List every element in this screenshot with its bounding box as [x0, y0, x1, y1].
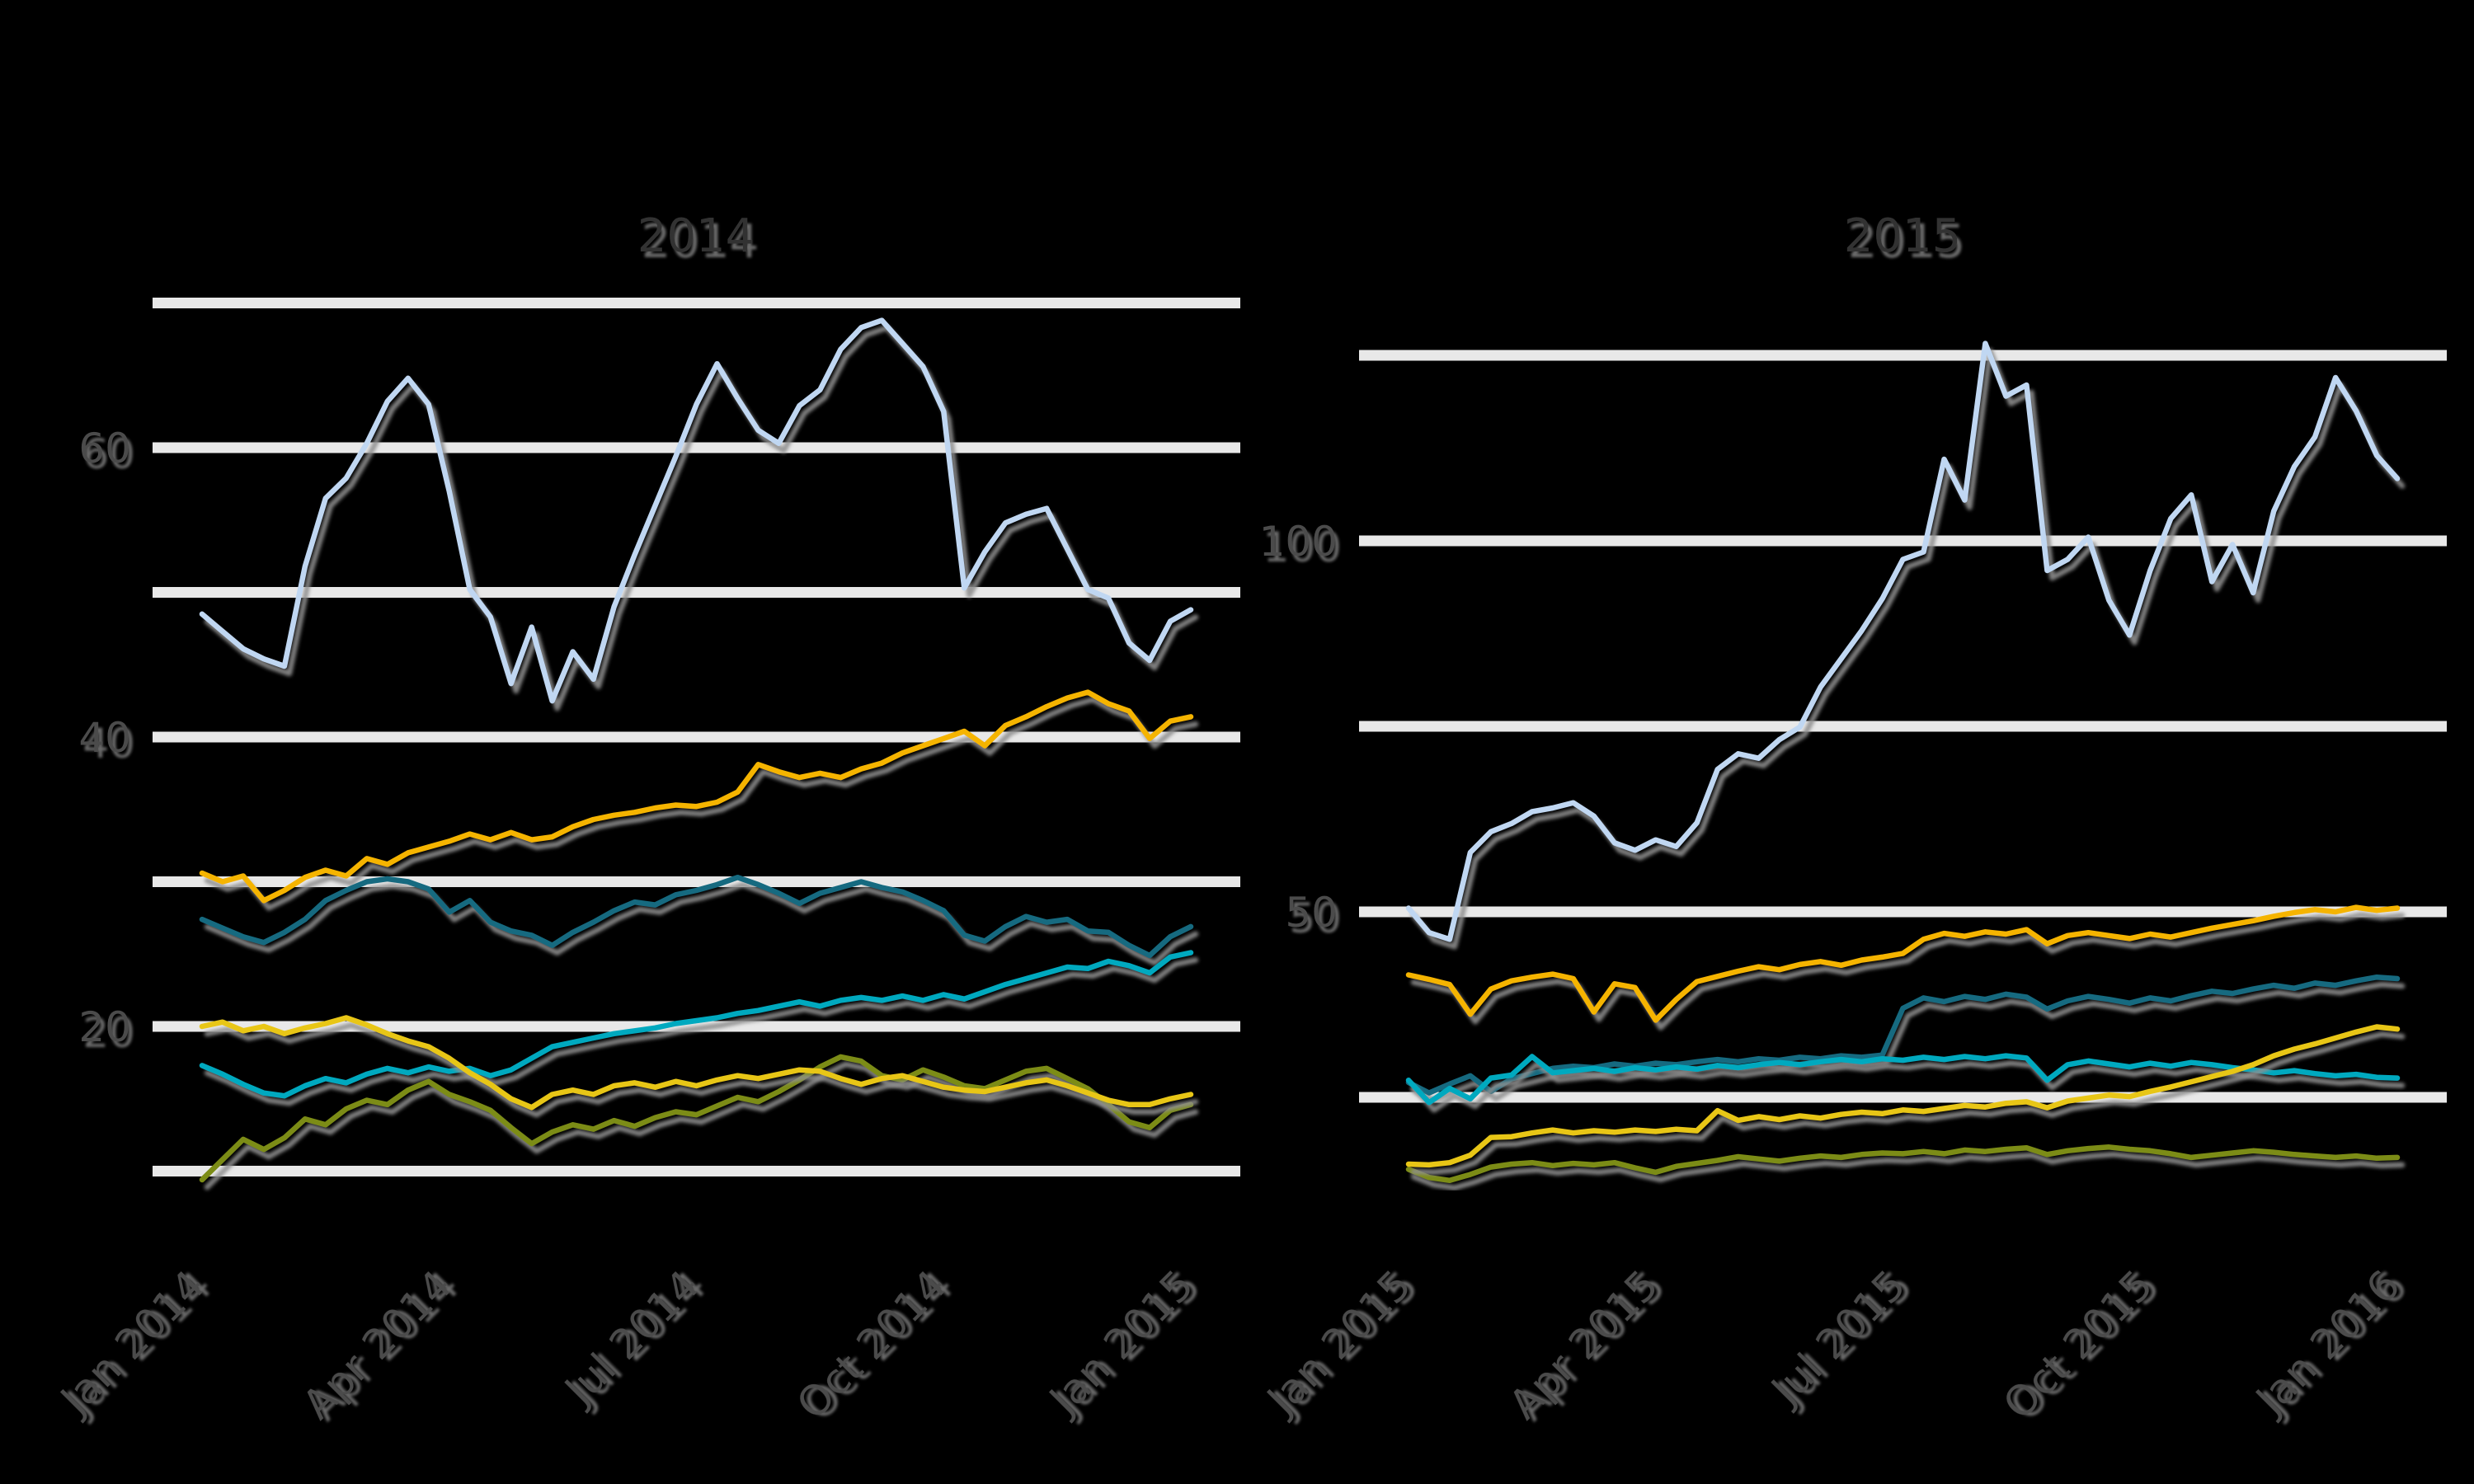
series-line-yellow-2014 — [199, 1015, 1194, 1111]
series-line-olive-2015 — [1405, 1144, 2401, 1184]
facet-title-2014: 2014 — [637, 209, 755, 263]
y-tick-label: 50 — [1285, 889, 1338, 937]
y-tick-label: 100 — [1259, 518, 1338, 566]
series-line-dark-teal-2014 — [199, 874, 1194, 959]
series-line-dark-teal-2015 — [1405, 974, 2401, 1096]
y-axis-labels-2014: 20 40 60 — [78, 425, 131, 1051]
y-tick-label: 40 — [78, 714, 131, 762]
series-lines-2015 — [1405, 340, 2401, 1184]
series-line-cyan-2015 — [1405, 1053, 2401, 1106]
series-line-gold-2015 — [1405, 904, 2401, 1023]
series-line-yellow-2015 — [1405, 1024, 2401, 1168]
y-axis-labels-2015: 50 100 — [1259, 518, 1338, 937]
series-line-cyan-2014 — [199, 950, 1194, 1099]
series-line-pale-blue-2015 — [1405, 340, 2401, 942]
y-tick-label: 20 — [78, 1003, 131, 1051]
y-tick-label: 60 — [78, 425, 131, 472]
series-line-olive-2014 — [199, 1054, 1194, 1183]
series-line-pale-blue-2014 — [199, 317, 1194, 704]
series-lines-2014 — [199, 317, 1194, 1183]
gridlines-2014 — [153, 298, 1240, 1176]
facet-title-2015: 2015 — [1844, 209, 1962, 263]
series-line-gold-2014 — [199, 689, 1194, 904]
